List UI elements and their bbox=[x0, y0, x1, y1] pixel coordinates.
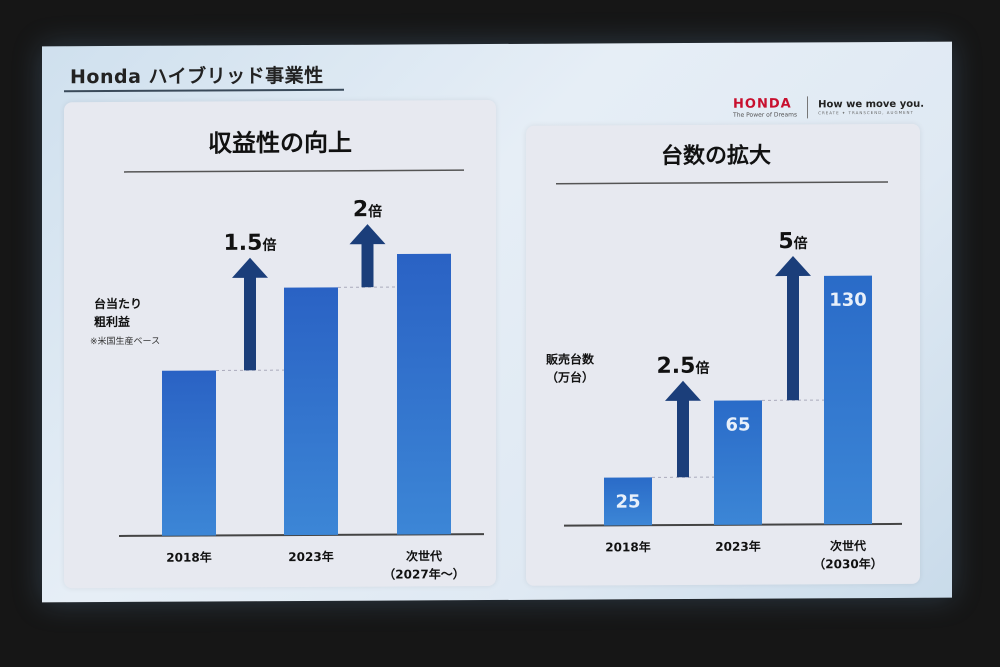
x-tick-label: （2030年） bbox=[813, 556, 882, 571]
slide-title: Honda ハイブリッド事業性 bbox=[70, 64, 324, 89]
y-axis-label: 台当たり bbox=[94, 296, 142, 311]
x-tick-label: 2018年 bbox=[166, 549, 211, 564]
multiplier-label: 5倍 bbox=[778, 229, 807, 254]
honda-logo-sub: The Power of Dreams bbox=[733, 111, 798, 119]
x-tick-label: （2027年～） bbox=[383, 566, 464, 581]
chart-title: 収益性の向上 bbox=[208, 129, 352, 158]
honda-logo: HONDA bbox=[733, 96, 792, 112]
multiplier-label: 2倍 bbox=[353, 197, 382, 222]
title-underline bbox=[64, 88, 344, 93]
x-tick-label: 次世代 bbox=[406, 548, 442, 563]
brand-tagline: How we move you. bbox=[818, 98, 924, 111]
multiplier-label: 2.5倍 bbox=[657, 354, 710, 379]
bar bbox=[604, 477, 652, 526]
data-label: 130 bbox=[829, 290, 867, 311]
presentation-screen: Honda ハイブリッド事業性 HONDA The Power of Dream… bbox=[42, 41, 952, 603]
y-axis-label: （万台） bbox=[546, 369, 594, 384]
bar bbox=[714, 400, 762, 525]
bar bbox=[397, 253, 451, 535]
bar bbox=[162, 370, 216, 536]
title-rule bbox=[124, 169, 464, 173]
brand-divider bbox=[807, 96, 809, 119]
brand-block: HONDA The Power of Dreams How we move yo… bbox=[733, 96, 924, 119]
bar bbox=[824, 275, 872, 525]
growth-arrow bbox=[232, 257, 268, 371]
growth-arrow bbox=[665, 380, 701, 478]
y-axis-label: 販売台数 bbox=[546, 351, 595, 366]
x-tick-label: 2023年 bbox=[715, 539, 760, 554]
y-axis-label: 粗利益 bbox=[94, 314, 130, 329]
volume-panel: 台数の拡大販売台数 （万台） 25 2018年 65 2023年 130 次世代 （2030年）… bbox=[526, 123, 920, 586]
title-rule bbox=[556, 181, 888, 185]
x-tick-label: 2023年 bbox=[288, 549, 333, 564]
growth-arrow bbox=[775, 256, 811, 401]
growth-arrow bbox=[349, 224, 386, 288]
x-tick-label: 次世代 bbox=[830, 538, 866, 553]
x-tick-label: 2018年 bbox=[605, 539, 650, 554]
bar bbox=[284, 287, 338, 536]
data-label: 25 bbox=[615, 491, 640, 512]
multiplier-label: 1.5倍 bbox=[224, 231, 277, 256]
brand-tagline-sub: CREATE ✦ TRANSCEND, AUGMENT bbox=[818, 109, 914, 116]
profitability-panel: 収益性の向上台当たり粗利益 ※米国生産ベース 2018年 2023年 次世代 （2027年… bbox=[64, 100, 496, 589]
chart-title: 台数の拡大 bbox=[661, 143, 771, 170]
data-label: 65 bbox=[725, 414, 750, 435]
chart-note: ※米国生産ベース bbox=[90, 335, 160, 347]
